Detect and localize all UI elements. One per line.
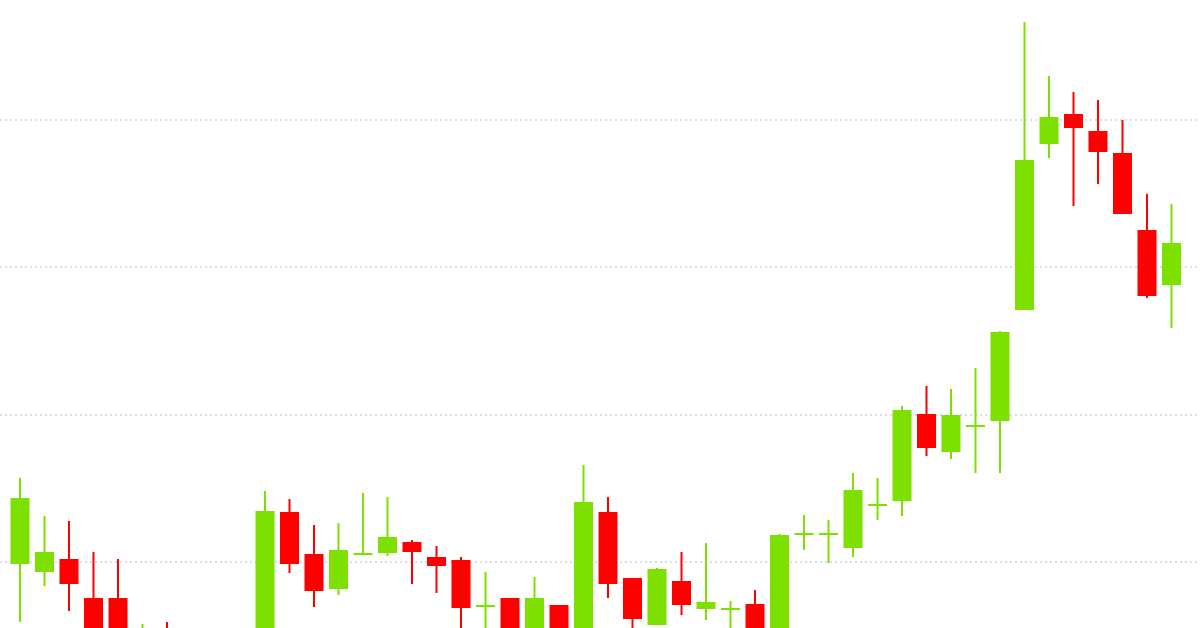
candle-36: [892, 406, 912, 516]
candle-body: [84, 598, 103, 628]
candle-body: [329, 550, 348, 589]
candle-body: [966, 425, 985, 427]
candle-29: [721, 601, 740, 628]
candle-body: [427, 557, 446, 566]
candle-27: [672, 552, 691, 615]
candle-23: [574, 465, 593, 628]
candle-body: [1039, 117, 1059, 144]
candle-body: [1113, 153, 1132, 214]
candle-32: [794, 515, 814, 550]
candle-40: [990, 331, 1010, 473]
candle-31: [770, 534, 789, 628]
candle-5: [141, 624, 144, 628]
candle-30: [745, 590, 765, 628]
candle-body: [108, 598, 128, 628]
candles: [10, 22, 1181, 628]
candle-body: [1015, 160, 1034, 310]
candle-body: [500, 598, 520, 628]
candle-body: [868, 504, 887, 506]
candle-body: [402, 542, 422, 552]
candle-47: [1162, 204, 1181, 328]
candle-body: [1088, 131, 1108, 152]
candle-20: [500, 598, 520, 628]
candle-34: [843, 473, 863, 557]
candle-37: [917, 386, 936, 456]
candle-body: [59, 559, 79, 584]
candle-body: [598, 512, 618, 584]
candle-16: [402, 540, 422, 584]
candle-body: [672, 581, 691, 605]
candle-46: [1137, 194, 1157, 298]
candle-body: [574, 502, 593, 628]
candle-body: [451, 560, 471, 608]
candle-14: [353, 493, 373, 555]
candle-body: [1162, 243, 1181, 285]
candle-38: [941, 389, 961, 459]
candle-body: [892, 410, 912, 501]
candle-body: [1137, 230, 1157, 296]
candle-24: [598, 497, 618, 598]
candle-33: [819, 520, 838, 563]
candle-10: [255, 491, 275, 628]
candle-body: [255, 511, 275, 628]
candle-1: [35, 516, 54, 586]
candle-body: [304, 554, 324, 591]
candle-body: [549, 605, 569, 628]
candle-35: [868, 478, 887, 520]
candle-body: [1064, 114, 1083, 128]
candle-body: [10, 498, 30, 564]
candle-42: [1039, 76, 1059, 158]
candle-15: [378, 497, 397, 556]
candle-3: [84, 552, 103, 628]
candle-18: [451, 557, 471, 628]
candle-0: [10, 478, 30, 622]
candle-13: [329, 523, 348, 595]
candle-body: [721, 608, 740, 610]
candle-39: [966, 368, 985, 473]
candle-43: [1064, 92, 1083, 206]
candle-body: [941, 415, 961, 452]
candle-41: [1015, 22, 1034, 310]
candle-44: [1088, 100, 1108, 184]
candle-26: [647, 568, 667, 625]
candle-body: [745, 604, 765, 628]
candle-body: [696, 602, 716, 609]
candle-body: [794, 533, 814, 535]
candle-body: [378, 537, 397, 553]
candle-body: [525, 598, 544, 628]
candle-25: [623, 578, 642, 628]
candle-body: [35, 552, 54, 572]
candle-45: [1113, 120, 1132, 214]
candle-body: [990, 332, 1010, 421]
candle-body: [280, 512, 299, 564]
candle-body: [647, 569, 667, 625]
candle-body: [476, 605, 495, 607]
candle-21: [525, 577, 544, 628]
candle-body: [623, 578, 642, 619]
candle-body: [770, 535, 789, 628]
candle-body: [353, 553, 373, 555]
candle-19: [476, 572, 495, 628]
candle-22: [549, 605, 569, 628]
candle-body: [819, 533, 838, 535]
candle-4: [108, 559, 128, 628]
candle-2: [59, 521, 79, 611]
candle-17: [427, 546, 446, 593]
candle-body: [843, 490, 863, 548]
candle-28: [696, 543, 716, 620]
candle-11: [280, 499, 299, 573]
candle-12: [304, 525, 324, 607]
candle-body: [917, 414, 936, 448]
candle-6: [166, 622, 168, 628]
